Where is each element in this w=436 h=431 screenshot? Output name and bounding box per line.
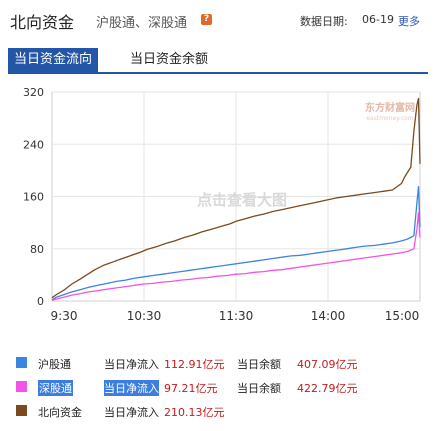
legend-swatch-sh — [16, 357, 27, 368]
watermark-logo-sub: eastmoney.com — [366, 115, 413, 122]
series-line-0 — [51, 97, 421, 299]
legend-inflow-label-sh: 当日净流入 — [104, 358, 159, 371]
x-axis-ticks: 9:30 10:30 11:30 14:00 15:00 — [51, 309, 420, 323]
tab-underline — [8, 72, 428, 74]
legend-swatch-sz — [16, 381, 27, 392]
legend-inflow-value-sz: 97.21亿元 — [164, 382, 218, 395]
legend-name-sh[interactable]: 沪股通 — [38, 358, 71, 371]
tab-daily-balance[interactable]: 当日资金余额 — [130, 52, 209, 67]
y-tick-label-3: 240 — [23, 138, 44, 151]
x-tick-label-1: 10:30 — [127, 309, 162, 323]
watermark-logo-text: 东方财富网 — [365, 101, 415, 114]
legend-swatch-north — [16, 405, 27, 416]
legend-inflow-label-sz: 当日净流入 — [104, 380, 159, 396]
x-tick-label-3: 14:00 — [311, 309, 346, 323]
y-tick-label-0: 0 — [37, 295, 44, 308]
legend-row-north: 北向资金 当日净流入 210.13亿元 — [0, 400, 436, 422]
legend-balance-label-sz: 当日余额 — [237, 382, 281, 395]
tab-bar: 当日资金流向 当日资金余额 — [0, 48, 436, 74]
watermark-overlay-text: 点击查看大图 — [197, 191, 287, 209]
more-link[interactable]: 更多 — [398, 15, 420, 28]
legend-balance-value-sz: 422.79亿元 — [297, 382, 358, 395]
series-line-2 — [51, 212, 421, 301]
legend-row-sz: 深股通 当日净流入 97.21亿元 当日余额 422.79亿元 — [0, 376, 436, 398]
help-icon[interactable]: ? — [201, 14, 212, 25]
date-value: 06-19 — [362, 13, 394, 26]
date-label: 数据日期: — [300, 15, 348, 28]
legend-name-sz[interactable]: 深股通 — [38, 380, 73, 396]
series-lines — [51, 97, 421, 301]
panel-title: 北向资金 — [10, 13, 75, 32]
y-tick-label-1: 80 — [30, 243, 44, 256]
legend-inflow-value-sh: 112.91亿元 — [164, 358, 225, 371]
legend-balance-value-sh: 407.09亿元 — [297, 358, 358, 371]
legend-balance-label-sh: 当日余额 — [237, 358, 281, 371]
tab-daily-flow[interactable]: 当日资金流向 — [8, 48, 99, 72]
legend-name-north[interactable]: 北向资金 — [38, 406, 82, 419]
series-line-1 — [51, 186, 421, 301]
y-axis-ticks: 0 80 160 240 320 — [23, 86, 44, 308]
y-tick-label-4: 320 — [23, 86, 44, 99]
x-tick-label-2: 11:30 — [219, 309, 254, 323]
line-chart[interactable]: 0 80 160 240 320 9:30 10:30 11:30 14:00 15:00 点击… — [0, 78, 436, 328]
x-tick-label-0: 9:30 — [51, 309, 78, 323]
panel-subtitle: 沪股通、深股通 — [96, 16, 188, 31]
legend-inflow-value-north: 210.13亿元 — [164, 406, 225, 419]
x-tick-label-4: 15:00 — [385, 309, 420, 323]
y-tick-label-2: 160 — [23, 191, 44, 204]
gridlines — [52, 91, 420, 301]
panel-header: 北向资金 沪股通、深股通 ? 数据日期: 06-19 更多 — [0, 0, 436, 34]
legend-row-sh: 沪股通 当日净流入 112.91亿元 当日余额 407.09亿元 — [0, 352, 436, 374]
legend-inflow-label-north: 当日净流入 — [104, 406, 159, 419]
